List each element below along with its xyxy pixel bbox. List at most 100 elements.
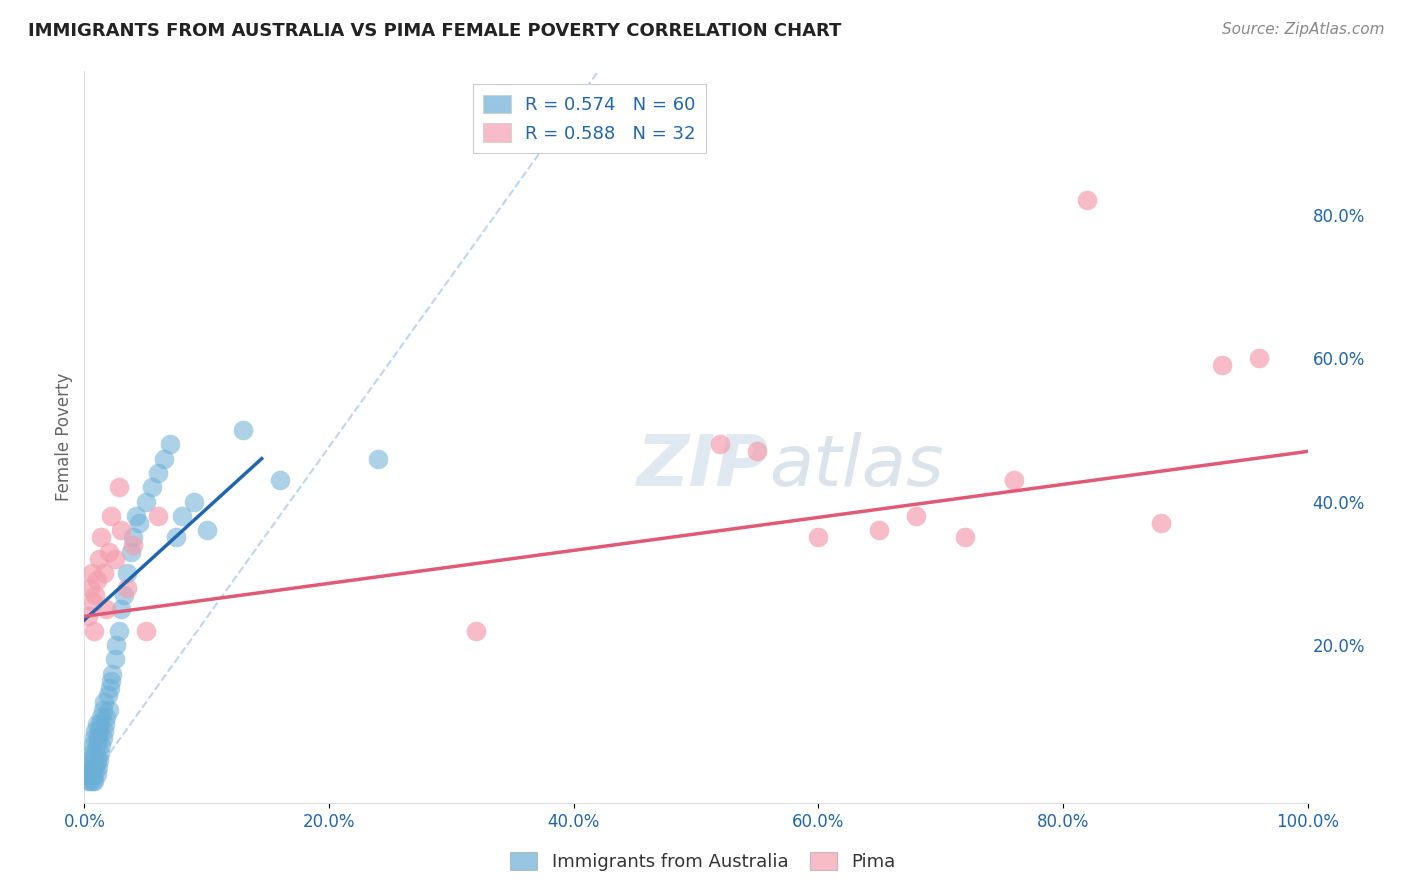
Point (125, 508, 148, 523)
Legend: R = 0.574   N = 60, R = 0.588   N = 32: R = 0.574 N = 60, R = 0.588 N = 32 (472, 84, 706, 153)
Point (122, 538, 145, 552)
Text: atlas: atlas (769, 432, 943, 500)
Point (141, 480, 163, 494)
Point (83, 753, 105, 767)
Point (146, 466, 169, 480)
Point (153, 451, 176, 466)
Point (93, 695, 115, 709)
Point (869, 524, 891, 538)
Point (87, 760, 110, 774)
Point (1211, 359, 1233, 373)
Point (1002, 473, 1025, 487)
Point (83, 731, 105, 746)
Point (87, 552, 110, 566)
Point (97, 545, 120, 559)
Point (86, 767, 108, 781)
Point (86, 574, 108, 588)
Point (83, 767, 105, 781)
Point (80, 767, 103, 781)
Point (100, 673, 122, 688)
Point (90, 739, 112, 753)
Point (367, 451, 389, 466)
Point (86, 739, 108, 753)
Text: ZIP: ZIP (637, 432, 769, 500)
Point (120, 545, 142, 559)
Point (93, 724, 115, 739)
Point (82, 739, 104, 753)
Text: IMMIGRANTS FROM AUSTRALIA VS PIMA FEMALE POVERTY CORRELATION CHART: IMMIGRANTS FROM AUSTRALIA VS PIMA FEMALE… (28, 22, 842, 40)
Point (87, 731, 110, 746)
Point (122, 531, 145, 545)
Point (87, 753, 110, 767)
Point (96, 602, 118, 616)
Point (82, 774, 104, 789)
Point (110, 602, 132, 616)
Point (115, 581, 138, 595)
Point (86, 717, 108, 731)
Point (91, 702, 114, 716)
Point (90, 531, 112, 545)
Point (110, 524, 132, 538)
Point (1247, 351, 1270, 366)
Point (1076, 194, 1098, 208)
Point (105, 638, 128, 652)
Point (79, 753, 101, 767)
Point (97, 688, 120, 702)
Point (90, 710, 112, 724)
Point (747, 444, 769, 458)
Point (77, 767, 100, 781)
Point (93, 566, 115, 581)
Point (77, 609, 100, 624)
Point (79, 581, 101, 595)
Point (98, 681, 121, 695)
Point (146, 508, 169, 523)
Point (94, 717, 117, 731)
Point (135, 494, 157, 508)
Point (905, 508, 928, 523)
Point (87, 724, 110, 739)
Point (232, 423, 254, 437)
Point (104, 552, 127, 566)
Point (82, 760, 104, 774)
Point (100, 508, 122, 523)
Point (115, 566, 138, 581)
Point (104, 652, 127, 666)
Point (79, 774, 101, 789)
Point (709, 437, 731, 451)
Point (79, 760, 101, 774)
Point (269, 473, 291, 487)
Legend: Immigrants from Australia, Pima: Immigrants from Australia, Pima (503, 845, 903, 879)
Point (953, 531, 976, 545)
Text: Source: ZipAtlas.com: Source: ZipAtlas.com (1222, 22, 1385, 37)
Point (96, 710, 118, 724)
Point (165, 531, 187, 545)
Point (107, 480, 129, 494)
Point (80, 746, 103, 760)
Point (86, 753, 108, 767)
Point (159, 437, 181, 451)
Point (84, 588, 107, 602)
Point (84, 760, 107, 774)
Point (128, 516, 150, 530)
Point (80, 566, 103, 581)
Point (89, 746, 111, 760)
Point (172, 508, 194, 523)
Point (84, 724, 107, 739)
Point (84, 746, 107, 760)
Point (112, 588, 135, 602)
Point (89, 717, 111, 731)
Point (82, 595, 104, 609)
Point (1150, 516, 1173, 530)
Point (83, 774, 105, 789)
Point (97, 702, 120, 716)
Point (83, 624, 105, 638)
Point (91, 731, 114, 746)
Point (195, 524, 218, 538)
Point (135, 624, 157, 638)
Point (807, 531, 830, 545)
Point (77, 774, 100, 789)
Point (183, 494, 205, 508)
Point (107, 624, 129, 638)
Point (464, 624, 486, 638)
Y-axis label: Female Poverty: Female Poverty (55, 373, 73, 501)
